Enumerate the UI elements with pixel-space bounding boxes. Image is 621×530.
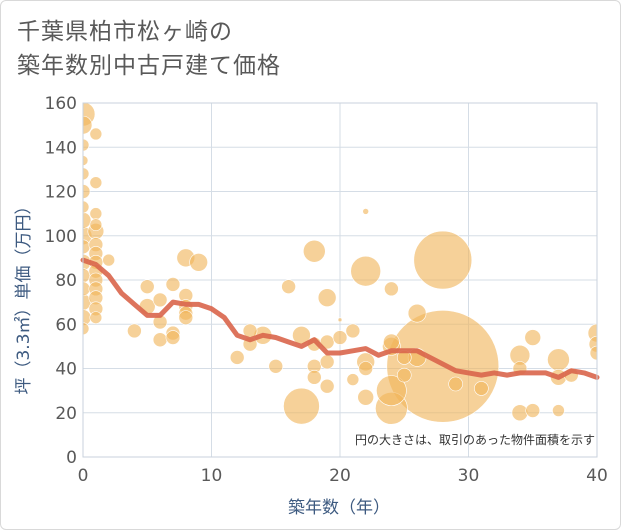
bubble-point (474, 381, 489, 396)
bubble-point (89, 176, 103, 189)
bubble-point (89, 127, 103, 141)
grid-lines (82, 102, 598, 458)
bubble-point (413, 230, 473, 290)
y-tick-label: 120 (45, 183, 77, 203)
bubble-point (358, 361, 374, 376)
bubble-point (524, 329, 542, 346)
bubble-point (448, 376, 463, 392)
bubble-point (319, 378, 335, 394)
bubble-point (319, 334, 335, 350)
y-tick-label: 160 (45, 94, 77, 114)
x-tick-label: 30 (458, 466, 480, 486)
bubble-point (83, 155, 89, 166)
y-tick-label: 60 (55, 315, 77, 335)
bubble-point (83, 167, 90, 181)
chart-title-line-1: 千葉県柏市松ヶ崎の (17, 19, 233, 45)
bubble-point (89, 311, 103, 324)
bubble-point (383, 333, 400, 351)
bubble-point (83, 268, 91, 283)
bubble-point (189, 252, 208, 272)
bubble-point (89, 207, 103, 220)
bubble-point (102, 253, 115, 267)
bubble-point (357, 388, 375, 406)
y-axis-label: 坪（3.3㎡）単価（万円） (14, 197, 34, 394)
bubble-point (337, 317, 343, 323)
bubble-point (281, 279, 296, 294)
bubble-point (319, 354, 335, 370)
y-tick-label: 20 (55, 404, 77, 424)
chart-title-line-2: 築年数別中古戸建て価格 (17, 53, 281, 79)
bubble-point (283, 387, 320, 425)
bubble-point (306, 370, 322, 385)
bubble-point (525, 403, 541, 418)
x-tick-label: 10 (201, 466, 223, 486)
bubble-point (332, 330, 348, 345)
bubble-point (552, 404, 565, 417)
bubble-series (83, 103, 597, 425)
bubble-point (346, 373, 360, 386)
bubble-point (362, 208, 370, 215)
x-tick-label: 20 (329, 466, 351, 486)
plot-border (82, 102, 598, 458)
bubble-point (268, 358, 284, 374)
bubble-point (83, 115, 93, 135)
y-tick-label: 0 (66, 448, 77, 468)
bubble-point (511, 404, 529, 422)
bubble-point (589, 345, 597, 361)
bubble-point (165, 277, 181, 292)
bubble-point (127, 323, 142, 339)
bubble-point (165, 330, 181, 345)
y-tick-label: 100 (45, 227, 77, 247)
x-tick-label: 40 (586, 466, 608, 486)
bubble-point (178, 310, 194, 325)
y-tick-label: 80 (55, 271, 77, 291)
bubble-point (547, 348, 570, 371)
average-trend-line (80, 257, 600, 380)
bubble-point (407, 303, 427, 323)
bubble-point (83, 200, 90, 214)
bubble-point (317, 288, 337, 308)
bubble-point (396, 367, 412, 383)
x-tick-label: 0 (78, 466, 89, 486)
y-tick-label: 40 (55, 360, 77, 380)
bubble-point (152, 292, 168, 308)
x-axis-label: 築年数（年） (288, 498, 390, 518)
bubble-point (384, 281, 399, 297)
bubble-point (83, 184, 91, 199)
bubble-point (83, 138, 90, 152)
size-note: 円の大きさは、取引のあった物件面積を示す (355, 432, 595, 447)
bubble-point (229, 350, 245, 365)
chart-title: 千葉県柏市松ヶ崎の 築年数別中古戸建て価格 (17, 15, 281, 83)
bubble-point (350, 255, 382, 287)
bubble-point (89, 218, 103, 231)
bubble-point (83, 211, 92, 229)
bubble-point (302, 239, 326, 263)
bubble-point (376, 375, 407, 406)
bubble-point (345, 323, 361, 339)
y-tick-label: 140 (45, 138, 77, 158)
bubble-point (83, 322, 90, 335)
bubble-point (152, 332, 168, 348)
axes: 0 20 40 60 80 100 120 140 160 0 10 20 30 40 (45, 94, 608, 486)
bubble-point (139, 279, 155, 294)
